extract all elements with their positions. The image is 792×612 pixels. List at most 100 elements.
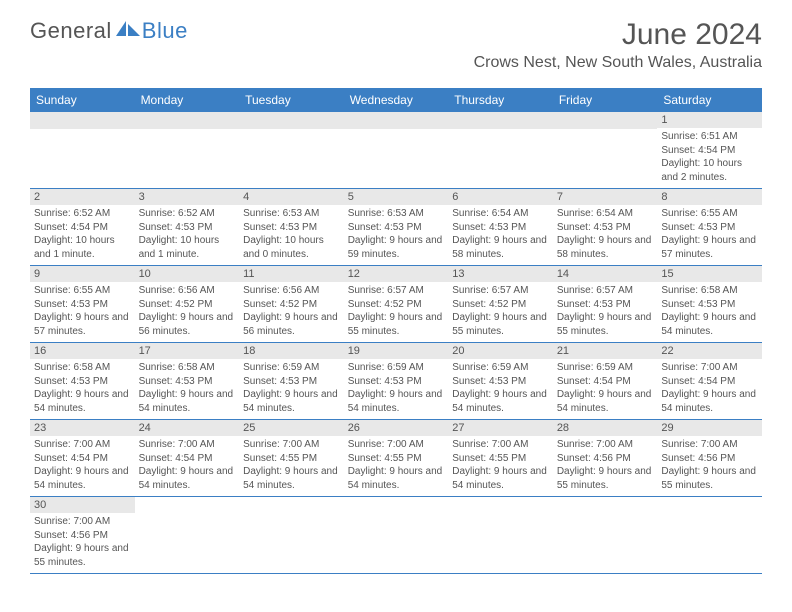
daylight-line: Daylight: 9 hours and 54 minutes.	[34, 388, 131, 415]
calendar-day: 20Sunrise: 6:59 AMSunset: 4:53 PMDayligh…	[448, 343, 553, 420]
calendar-day: 30Sunrise: 7:00 AMSunset: 4:56 PMDayligh…	[30, 497, 135, 574]
daylight-line: Daylight: 9 hours and 55 minutes.	[34, 542, 131, 569]
day-number: 12	[344, 266, 449, 282]
day-number: 9	[30, 266, 135, 282]
calendar-day: 23Sunrise: 7:00 AMSunset: 4:54 PMDayligh…	[30, 420, 135, 497]
sunset-line: Sunset: 4:54 PM	[661, 144, 758, 158]
sunset-line: Sunset: 4:53 PM	[139, 375, 236, 389]
empty-daynum	[448, 112, 553, 129]
day-number: 2	[30, 189, 135, 205]
empty-daynum	[135, 112, 240, 129]
sunrise-line: Sunrise: 6:54 AM	[452, 207, 549, 221]
daylight-line: Daylight: 9 hours and 55 minutes.	[557, 465, 654, 492]
weekday-header: Wednesday	[344, 88, 449, 112]
calendar-empty	[239, 112, 344, 189]
sunset-line: Sunset: 4:52 PM	[348, 298, 445, 312]
sunset-line: Sunset: 4:55 PM	[452, 452, 549, 466]
calendar-day: 14Sunrise: 6:57 AMSunset: 4:53 PMDayligh…	[553, 266, 658, 343]
sunrise-line: Sunrise: 6:53 AM	[243, 207, 340, 221]
calendar-empty	[553, 112, 658, 189]
sunset-line: Sunset: 4:54 PM	[557, 375, 654, 389]
sunset-line: Sunset: 4:54 PM	[34, 452, 131, 466]
day-number: 24	[135, 420, 240, 436]
sunset-line: Sunset: 4:53 PM	[34, 298, 131, 312]
weekday-header: Thursday	[448, 88, 553, 112]
weekday-header: Monday	[135, 88, 240, 112]
day-number: 14	[553, 266, 658, 282]
calendar-day: 26Sunrise: 7:00 AMSunset: 4:55 PMDayligh…	[344, 420, 449, 497]
calendar-week: 30Sunrise: 7:00 AMSunset: 4:56 PMDayligh…	[30, 497, 762, 574]
calendar-table: SundayMondayTuesdayWednesdayThursdayFrid…	[30, 88, 762, 574]
sunset-line: Sunset: 4:53 PM	[661, 298, 758, 312]
day-info: Sunrise: 6:58 AMSunset: 4:53 PMDaylight:…	[30, 359, 135, 419]
calendar-empty	[448, 497, 553, 574]
sunset-line: Sunset: 4:53 PM	[557, 298, 654, 312]
sunrise-line: Sunrise: 6:55 AM	[661, 207, 758, 221]
day-info: Sunrise: 6:54 AMSunset: 4:53 PMDaylight:…	[553, 205, 658, 265]
brand-text-1: General	[30, 18, 112, 44]
calendar-empty	[30, 112, 135, 189]
sunrise-line: Sunrise: 6:51 AM	[661, 130, 758, 144]
sunrise-line: Sunrise: 6:59 AM	[557, 361, 654, 375]
calendar-empty	[657, 497, 762, 574]
calendar-day: 18Sunrise: 6:59 AMSunset: 4:53 PMDayligh…	[239, 343, 344, 420]
sunset-line: Sunset: 4:52 PM	[243, 298, 340, 312]
sunset-line: Sunset: 4:54 PM	[661, 375, 758, 389]
sunset-line: Sunset: 4:53 PM	[452, 221, 549, 235]
daylight-line: Daylight: 9 hours and 56 minutes.	[243, 311, 340, 338]
sunset-line: Sunset: 4:53 PM	[452, 375, 549, 389]
calendar-day: 2Sunrise: 6:52 AMSunset: 4:54 PMDaylight…	[30, 189, 135, 266]
calendar-day: 7Sunrise: 6:54 AMSunset: 4:53 PMDaylight…	[553, 189, 658, 266]
sunrise-line: Sunrise: 7:00 AM	[139, 438, 236, 452]
day-info: Sunrise: 6:55 AMSunset: 4:53 PMDaylight:…	[657, 205, 762, 265]
daylight-line: Daylight: 9 hours and 58 minutes.	[452, 234, 549, 261]
day-info: Sunrise: 7:00 AMSunset: 4:54 PMDaylight:…	[30, 436, 135, 496]
day-number: 27	[448, 420, 553, 436]
weekday-header: Tuesday	[239, 88, 344, 112]
brand-text-2: Blue	[142, 18, 188, 44]
sunrise-line: Sunrise: 6:59 AM	[243, 361, 340, 375]
calendar-day: 10Sunrise: 6:56 AMSunset: 4:52 PMDayligh…	[135, 266, 240, 343]
daylight-line: Daylight: 9 hours and 59 minutes.	[348, 234, 445, 261]
calendar-day: 4Sunrise: 6:53 AMSunset: 4:53 PMDaylight…	[239, 189, 344, 266]
day-number: 4	[239, 189, 344, 205]
daylight-line: Daylight: 9 hours and 54 minutes.	[661, 388, 758, 415]
calendar-day: 22 Sunrise: 7:00 AMSunset: 4:54 PMDayligh…	[657, 343, 762, 420]
sunrise-line: Sunrise: 7:00 AM	[452, 438, 549, 452]
day-info: Sunrise: 6:58 AMSunset: 4:53 PMDaylight:…	[135, 359, 240, 419]
sunrise-line: Sunrise: 6:57 AM	[452, 284, 549, 298]
calendar-empty	[553, 497, 658, 574]
daylight-line: Daylight: 10 hours and 0 minutes.	[243, 234, 340, 261]
title-block: June 2024 Crows Nest, New South Wales, A…	[474, 18, 762, 72]
day-info: Sunrise: 6:53 AMSunset: 4:53 PMDaylight:…	[344, 205, 449, 265]
day-number: 10	[135, 266, 240, 282]
day-info: Sunrise: 6:57 AMSunset: 4:53 PMDaylight:…	[553, 282, 658, 342]
day-info: Sunrise: 6:59 AMSunset: 4:53 PMDaylight:…	[344, 359, 449, 419]
daylight-line: Daylight: 9 hours and 55 minutes.	[661, 465, 758, 492]
day-number: 11	[239, 266, 344, 282]
day-number: 22	[657, 343, 762, 359]
sunrise-line: Sunrise: 6:58 AM	[34, 361, 131, 375]
calendar-day: 16Sunrise: 6:58 AMSunset: 4:53 PMDayligh…	[30, 343, 135, 420]
sunset-line: Sunset: 4:55 PM	[243, 452, 340, 466]
sunset-line: Sunset: 4:56 PM	[34, 529, 131, 543]
daylight-line: Daylight: 9 hours and 58 minutes.	[557, 234, 654, 261]
day-info: Sunrise: 6:59 AMSunset: 4:53 PMDaylight:…	[448, 359, 553, 419]
calendar-week: 2Sunrise: 6:52 AMSunset: 4:54 PMDaylight…	[30, 189, 762, 266]
daylight-line: Daylight: 9 hours and 54 minutes.	[348, 465, 445, 492]
calendar-day: 13Sunrise: 6:57 AMSunset: 4:52 PMDayligh…	[448, 266, 553, 343]
day-info: Sunrise: 6:53 AMSunset: 4:53 PMDaylight:…	[239, 205, 344, 265]
daylight-line: Daylight: 9 hours and 54 minutes.	[139, 465, 236, 492]
calendar-empty	[448, 112, 553, 189]
daylight-line: Daylight: 9 hours and 54 minutes.	[243, 388, 340, 415]
day-number: 17	[135, 343, 240, 359]
sunset-line: Sunset: 4:53 PM	[243, 221, 340, 235]
sunrise-line: Sunrise: 6:58 AM	[139, 361, 236, 375]
sunset-line: Sunset: 4:53 PM	[243, 375, 340, 389]
sunrise-line: Sunrise: 6:56 AM	[243, 284, 340, 298]
day-number: 29	[657, 420, 762, 436]
day-number: 5	[344, 189, 449, 205]
sunset-line: Sunset: 4:53 PM	[139, 221, 236, 235]
sunrise-line: Sunrise: 7:00 AM	[661, 361, 758, 375]
brand-logo: General Blue	[30, 18, 188, 44]
